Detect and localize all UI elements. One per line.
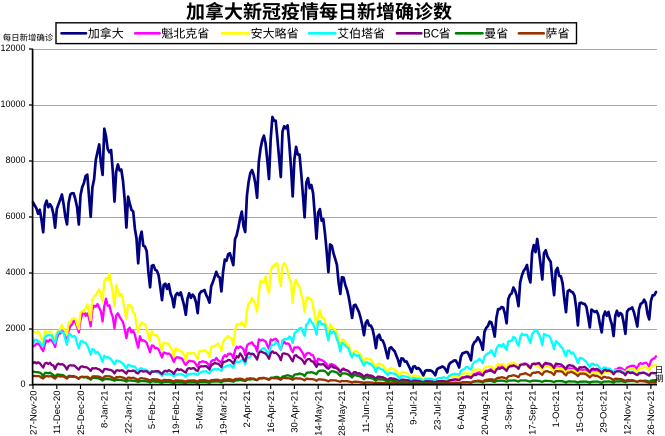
- svg-text:22-Jan-21: 22-Jan-21: [123, 391, 134, 434]
- svg-text:10000: 10000: [0, 99, 25, 109]
- svg-text:12-Nov-21: 12-Nov-21: [622, 391, 633, 435]
- svg-text:BC: BC: [423, 29, 439, 41]
- svg-text:30-Apr-21: 30-Apr-21: [290, 391, 301, 433]
- svg-text:2-Apr-21: 2-Apr-21: [242, 391, 253, 428]
- svg-text:25-Dec-20: 25-Dec-20: [76, 391, 87, 435]
- svg-text:11-Dec-20: 11-Dec-20: [52, 391, 63, 435]
- svg-text:3-Sep-21: 3-Sep-21: [504, 391, 515, 430]
- svg-text:19-Mar-21: 19-Mar-21: [218, 391, 229, 435]
- svg-text:5-Mar-21: 5-Mar-21: [195, 391, 206, 430]
- svg-text:12000: 12000: [0, 43, 25, 53]
- svg-text:29-Oct-21: 29-Oct-21: [599, 391, 610, 433]
- svg-text:8000: 8000: [5, 155, 25, 165]
- svg-text:8-Jan-21: 8-Jan-21: [100, 391, 111, 429]
- svg-text:6000: 6000: [5, 211, 25, 221]
- svg-text:14-May-21: 14-May-21: [314, 391, 325, 436]
- svg-text:15-Oct-21: 15-Oct-21: [575, 391, 586, 433]
- svg-text:11-Jun-21: 11-Jun-21: [361, 391, 372, 433]
- svg-text:9-Jul-21: 9-Jul-21: [409, 391, 420, 425]
- svg-text:2000: 2000: [5, 323, 25, 333]
- svg-text:6-Aug-21: 6-Aug-21: [456, 391, 467, 430]
- svg-text:23-Jul-21: 23-Jul-21: [432, 391, 443, 431]
- svg-text:17-Sep-21: 17-Sep-21: [527, 391, 538, 435]
- svg-text:20-Aug-21: 20-Aug-21: [480, 391, 491, 435]
- svg-text:16-Apr-21: 16-Apr-21: [266, 391, 277, 433]
- svg-text:27-Nov-20: 27-Nov-20: [28, 391, 39, 435]
- svg-text:19-Feb-21: 19-Feb-21: [171, 391, 182, 435]
- svg-text:28-May-21: 28-May-21: [337, 391, 348, 436]
- svg-text:4000: 4000: [5, 267, 25, 277]
- svg-text:1-Oct-21: 1-Oct-21: [551, 391, 562, 428]
- svg-text:0: 0: [20, 379, 25, 389]
- svg-text:25-Jun-21: 25-Jun-21: [385, 391, 396, 434]
- svg-text:5-Feb-21: 5-Feb-21: [147, 391, 158, 430]
- svg-text:26-Nov-21: 26-Nov-21: [646, 391, 657, 435]
